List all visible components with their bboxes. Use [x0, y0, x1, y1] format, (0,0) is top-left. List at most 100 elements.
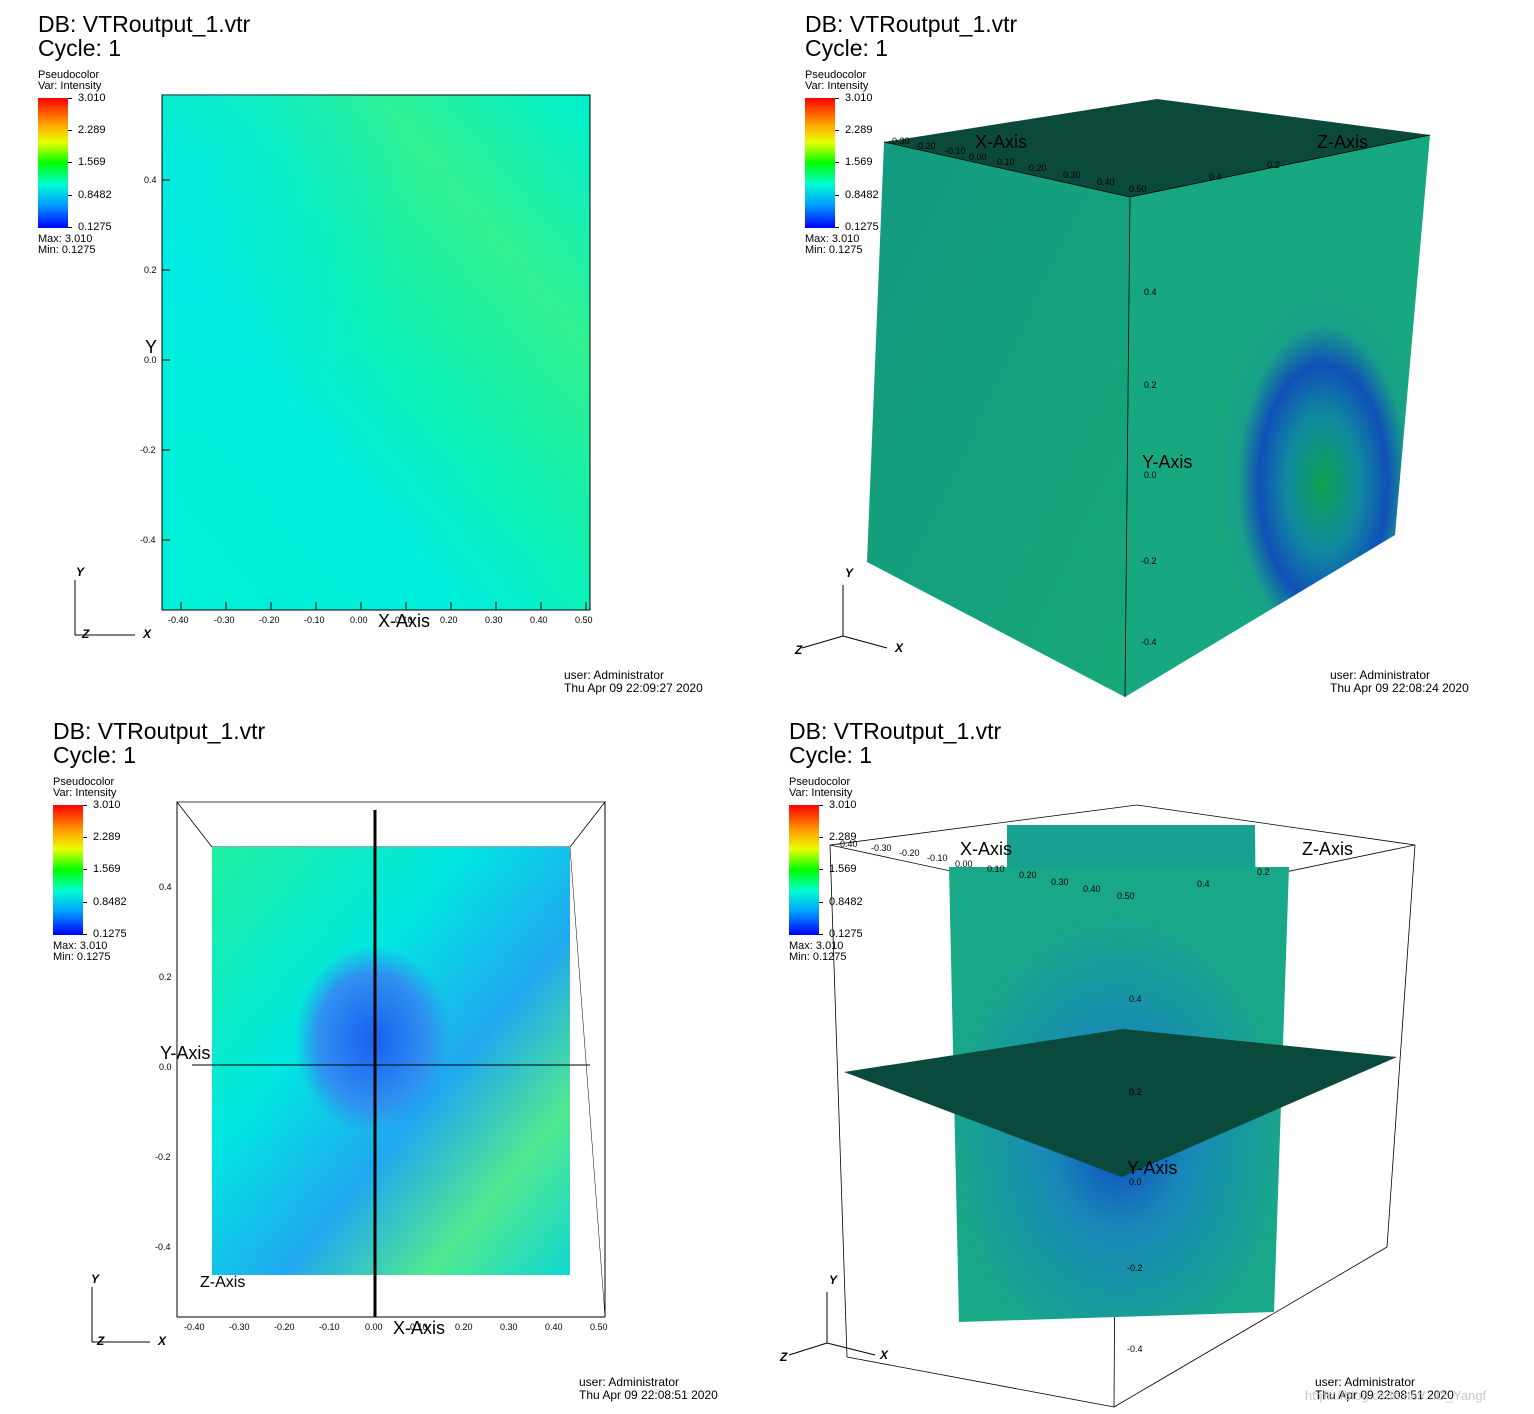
x-tick: -0.30 — [229, 1322, 250, 1332]
legend-tick: 0.8482 — [829, 896, 863, 908]
cycle-label: Cycle: 1 — [789, 742, 873, 768]
triad-x-label: X — [880, 1348, 889, 1362]
y-tick: 0.2 — [1144, 380, 1157, 390]
timestamp: Thu Apr 09 22:09:27 2020 — [564, 681, 703, 695]
y-axis-title: Y-Axis — [1127, 1158, 1178, 1178]
cycle-label: Cycle: 1 — [805, 35, 889, 61]
timestamp: Thu Apr 09 22:08:51 2020 — [579, 1388, 718, 1402]
legend-min: Min: 0.1275 — [789, 951, 847, 963]
y-tick: 0.2 — [144, 265, 157, 275]
legend-min: Min: 0.1275 — [805, 244, 863, 256]
plot-canvas — [74, 94, 591, 636]
y-tick: 0.4 — [1129, 994, 1142, 1004]
y-tick: -0.4 — [140, 535, 156, 545]
triad-x-label: X — [895, 641, 904, 655]
x-tick: -0.10 — [304, 615, 325, 625]
legend-tick: 0.1275 — [78, 221, 112, 233]
color-bar — [38, 98, 68, 228]
legend-max: Max: 3.010 — [789, 940, 844, 952]
x-tick: 0.10 — [395, 615, 413, 625]
x-tick: -0.40 — [168, 615, 189, 625]
y-tick: -0.2 — [1127, 1263, 1143, 1273]
x-tick: 0.10 — [997, 157, 1015, 167]
x-tick: 0.30 — [485, 615, 503, 625]
y-tick: 0.4 — [159, 882, 172, 892]
legend-tick: 1.569 — [829, 863, 857, 875]
y-axis-title: Y-Axis — [160, 1043, 211, 1063]
x-tick: -0.20 — [899, 848, 920, 858]
legend-tick: 2.289 — [845, 124, 873, 136]
legend-plot-type: Pseudocolor — [805, 69, 867, 81]
triad-z-label: Z — [780, 1350, 788, 1364]
triad-y-label: Y — [829, 1273, 838, 1287]
y-tick: -0.4 — [1127, 1344, 1143, 1354]
triad-z-label: Z — [82, 627, 90, 641]
database-label: DB: VTRoutput_1.vtr — [789, 718, 1002, 744]
triad-y-label: Y — [76, 565, 85, 579]
triad-z-label: Z — [795, 643, 803, 657]
x-tick: 0.00 — [969, 152, 987, 162]
y-tick: -0.2 — [155, 1152, 171, 1162]
y-tick: -0.2 — [1141, 556, 1157, 566]
x-tick: 0.50 — [575, 615, 593, 625]
legend-tick: 0.8482 — [845, 189, 879, 201]
x-tick: 0.00 — [350, 615, 368, 625]
z-tick: 0.2 — [1267, 160, 1280, 170]
y-tick: 0.4 — [144, 175, 157, 185]
legend-tick: 3.010 — [78, 92, 106, 104]
y-tick: 0.4 — [1144, 287, 1157, 297]
z-axis-title: Z-Axis — [1302, 839, 1353, 859]
triad-y-label: Y — [845, 566, 854, 580]
user-label: user: Administrator — [564, 668, 665, 682]
legend-variable: Var: Intensity — [805, 80, 869, 92]
legend-tick: 2.289 — [93, 831, 121, 843]
triad-z-label: Z — [97, 1334, 105, 1348]
horizontal-slice — [844, 1029, 1397, 1177]
triad-x-label: X — [143, 627, 152, 641]
x-tick: -0.40 — [837, 839, 858, 849]
viewport-3d-three-slice[interactable]: DB: VTRoutput_1.vtr Cycle: 1 Pseudocolor… — [767, 707, 1534, 1414]
y-tick: 0.0 — [1129, 1177, 1142, 1187]
x-tick: -0.10 — [945, 146, 966, 156]
viewport-3d-box[interactable]: DB: VTRoutput_1.vtr Cycle: 1 Pseudocolor… — [767, 0, 1534, 707]
legend-tick: 2.289 — [829, 831, 857, 843]
watermark: https://blog.csdn.net/...O_Yangf — [1305, 1388, 1487, 1403]
legend-plot-type: Pseudocolor — [53, 776, 115, 788]
color-bar — [789, 805, 819, 935]
legend-tick: 0.1275 — [93, 928, 127, 940]
legend-plot-type: Pseudocolor — [789, 776, 851, 788]
right-face — [1125, 135, 1430, 697]
color-bar — [805, 98, 835, 228]
z-tick: 0.4 — [1197, 879, 1210, 889]
x-tick: 0.40 — [1097, 177, 1115, 187]
legend-tick: 0.8482 — [93, 896, 127, 908]
y-axis-title: Y — [145, 337, 158, 357]
x-tick: -0.10 — [927, 853, 948, 863]
x-tick: 0.50 — [1129, 184, 1147, 194]
x-axis-title: X-Axis — [378, 611, 431, 631]
y-tick: 0.2 — [159, 972, 172, 982]
legend-tick: 3.010 — [845, 92, 873, 104]
x-tick: -0.10 — [319, 1322, 340, 1332]
x-tick: 0.30 — [500, 1322, 518, 1332]
triad-y-label: Y — [91, 1272, 100, 1286]
timestamp: Thu Apr 09 22:08:24 2020 — [1330, 681, 1469, 695]
y-axis-title: Y-Axis — [1142, 452, 1193, 472]
viewport-3d-front[interactable]: DB: VTRoutput_1.vtr Cycle: 1 Pseudocolor… — [0, 707, 767, 1414]
x-axis-title: X-Axis — [393, 1318, 446, 1338]
legend-plot-type: Pseudocolor — [38, 69, 100, 81]
x-tick: 0.20 — [1029, 163, 1047, 173]
viewport-2d-slice[interactable]: DB: VTRoutput_1.vtr Cycle: 1 Pseudocolor… — [0, 0, 767, 707]
user-label: user: Administrator — [1315, 1375, 1416, 1389]
cycle-label: Cycle: 1 — [53, 742, 137, 768]
plot-canvas — [91, 801, 606, 1343]
y-tick: 0.0 — [144, 355, 157, 365]
x-tick: -0.30 — [871, 843, 892, 853]
x-tick: -0.20 — [274, 1322, 295, 1332]
x-axis-title: X-Axis — [960, 839, 1013, 859]
x-tick: 0.30 — [1051, 877, 1069, 887]
database-label: DB: VTRoutput_1.vtr — [805, 11, 1018, 37]
legend-tick: 3.010 — [93, 799, 121, 811]
x-tick: 0.40 — [530, 615, 548, 625]
y-tick: -0.4 — [1141, 637, 1157, 647]
